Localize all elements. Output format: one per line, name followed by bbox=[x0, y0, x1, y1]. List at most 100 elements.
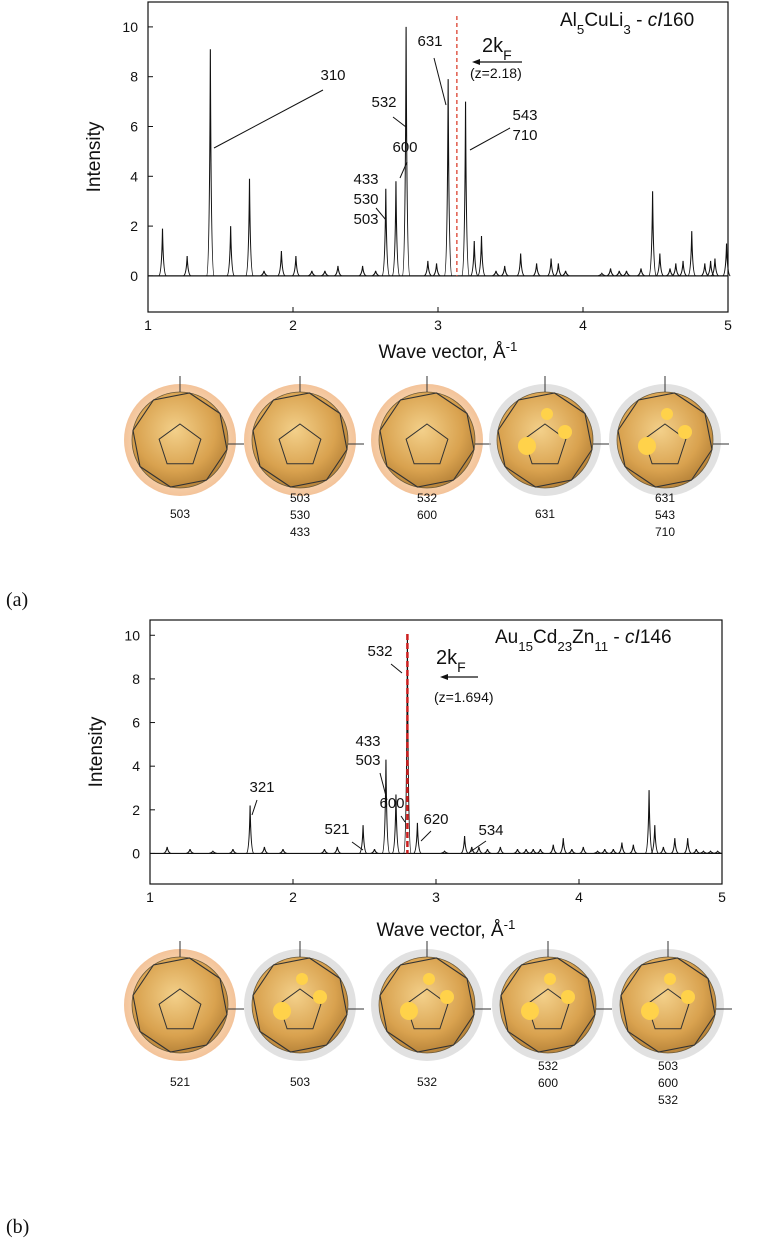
cluster-body bbox=[619, 956, 717, 1054]
peak bbox=[500, 265, 509, 277]
peak bbox=[307, 270, 316, 277]
cluster-spot bbox=[641, 1002, 659, 1020]
peak bbox=[158, 228, 167, 277]
peak bbox=[279, 848, 287, 854]
y-axis-label: Intensity bbox=[84, 121, 105, 192]
annotation-leader bbox=[433, 57, 447, 106]
cluster-spot bbox=[678, 425, 692, 439]
cluster-spot bbox=[664, 973, 676, 985]
annotation-leader bbox=[399, 161, 408, 179]
cluster-spot bbox=[541, 408, 553, 420]
peak bbox=[183, 255, 192, 277]
peak bbox=[467, 846, 476, 854]
peak-annotation: 503 bbox=[355, 752, 380, 769]
cluster-face bbox=[497, 392, 593, 488]
annotation-leader bbox=[379, 772, 388, 801]
annotation-leader bbox=[469, 840, 487, 853]
peak bbox=[567, 848, 576, 854]
peak-annotation: 433 bbox=[355, 733, 380, 750]
panel-label: (b) bbox=[6, 1216, 29, 1238]
x-axis-label: Wave vector, Å-1 bbox=[377, 917, 516, 942]
kf-note: (z=1.694) bbox=[434, 689, 494, 705]
cluster-face bbox=[252, 957, 348, 1053]
x-tick-label: 4 bbox=[579, 317, 587, 333]
peak bbox=[617, 842, 626, 854]
peak bbox=[186, 848, 194, 854]
cluster-caption: 532 bbox=[538, 1059, 558, 1073]
y-tick-label: 6 bbox=[130, 118, 138, 134]
peak bbox=[413, 822, 422, 854]
text-part: -1 bbox=[506, 339, 518, 354]
peak bbox=[358, 825, 368, 854]
peak bbox=[245, 178, 254, 277]
y-tick-label: 0 bbox=[132, 845, 140, 861]
text-part: Al bbox=[560, 10, 577, 31]
cluster-spot bbox=[400, 1002, 418, 1020]
peak bbox=[260, 846, 269, 854]
cluster-caption: 600 bbox=[658, 1076, 678, 1090]
peak bbox=[496, 846, 505, 854]
text-part: cI bbox=[625, 627, 641, 648]
cluster-face bbox=[132, 957, 228, 1053]
peak bbox=[687, 231, 696, 277]
annotation-leader bbox=[392, 116, 407, 128]
annotation-leader bbox=[213, 89, 324, 149]
x-tick-label: 5 bbox=[718, 889, 726, 905]
kf-label: 2kF bbox=[482, 35, 512, 63]
cluster-caption: 631 bbox=[655, 491, 675, 505]
peak bbox=[659, 846, 668, 854]
y-tick-label: 0 bbox=[130, 268, 138, 284]
chart-title: Al5CuLi3 - cI160 bbox=[560, 10, 694, 37]
cluster-spot bbox=[296, 973, 308, 985]
text-part: 5 bbox=[577, 22, 584, 37]
peak bbox=[629, 844, 638, 854]
peak bbox=[648, 191, 657, 277]
peak-annotation: 310 bbox=[320, 67, 345, 84]
peak bbox=[671, 263, 680, 277]
peak bbox=[722, 243, 731, 277]
peak bbox=[529, 848, 538, 854]
y-tick-label: 8 bbox=[132, 671, 140, 687]
peak bbox=[320, 270, 329, 277]
cluster-face bbox=[158, 423, 202, 465]
peak bbox=[333, 846, 342, 854]
peak bbox=[470, 241, 479, 277]
peak bbox=[692, 848, 701, 854]
cluster-spot bbox=[558, 425, 572, 439]
peak bbox=[679, 260, 688, 277]
peak bbox=[522, 848, 530, 854]
text-part: CuLi bbox=[584, 10, 623, 31]
peak bbox=[432, 263, 441, 277]
peak bbox=[391, 794, 401, 855]
peak-annotation: 532 bbox=[367, 643, 392, 660]
kf-note: (z=2.18) bbox=[470, 65, 522, 81]
cluster-body bbox=[378, 956, 476, 1054]
y-tick-label: 8 bbox=[130, 69, 138, 85]
cluster-body bbox=[131, 956, 229, 1054]
cluster-body bbox=[616, 391, 714, 489]
peak-annotation: 534 bbox=[478, 822, 503, 839]
y-tick-label: 4 bbox=[130, 168, 138, 184]
peak bbox=[229, 848, 237, 854]
cluster-body bbox=[499, 956, 597, 1054]
peak bbox=[370, 848, 379, 854]
peak bbox=[699, 850, 708, 854]
x-tick-label: 4 bbox=[575, 889, 583, 905]
x-tick-label: 2 bbox=[289, 317, 297, 333]
kf-arrowhead bbox=[440, 674, 448, 680]
y-tick-label: 10 bbox=[124, 627, 140, 643]
text-part: 146 bbox=[640, 627, 672, 648]
cluster-body bbox=[251, 391, 349, 489]
text-part: 15 bbox=[518, 639, 533, 654]
cluster-face bbox=[617, 392, 713, 488]
cluster-face bbox=[379, 957, 475, 1053]
cluster-body bbox=[496, 391, 594, 489]
cluster-caption: 503 bbox=[658, 1059, 678, 1073]
cluster-spot bbox=[544, 973, 556, 985]
cluster-caption: 710 bbox=[655, 525, 675, 539]
y-tick-label: 2 bbox=[132, 802, 140, 818]
cluster-caption: 532 bbox=[417, 1075, 437, 1089]
x-tick-label: 1 bbox=[146, 889, 154, 905]
peak bbox=[226, 226, 235, 277]
chart-title: Au15Cd23Zn11 - cI146 bbox=[495, 627, 672, 654]
